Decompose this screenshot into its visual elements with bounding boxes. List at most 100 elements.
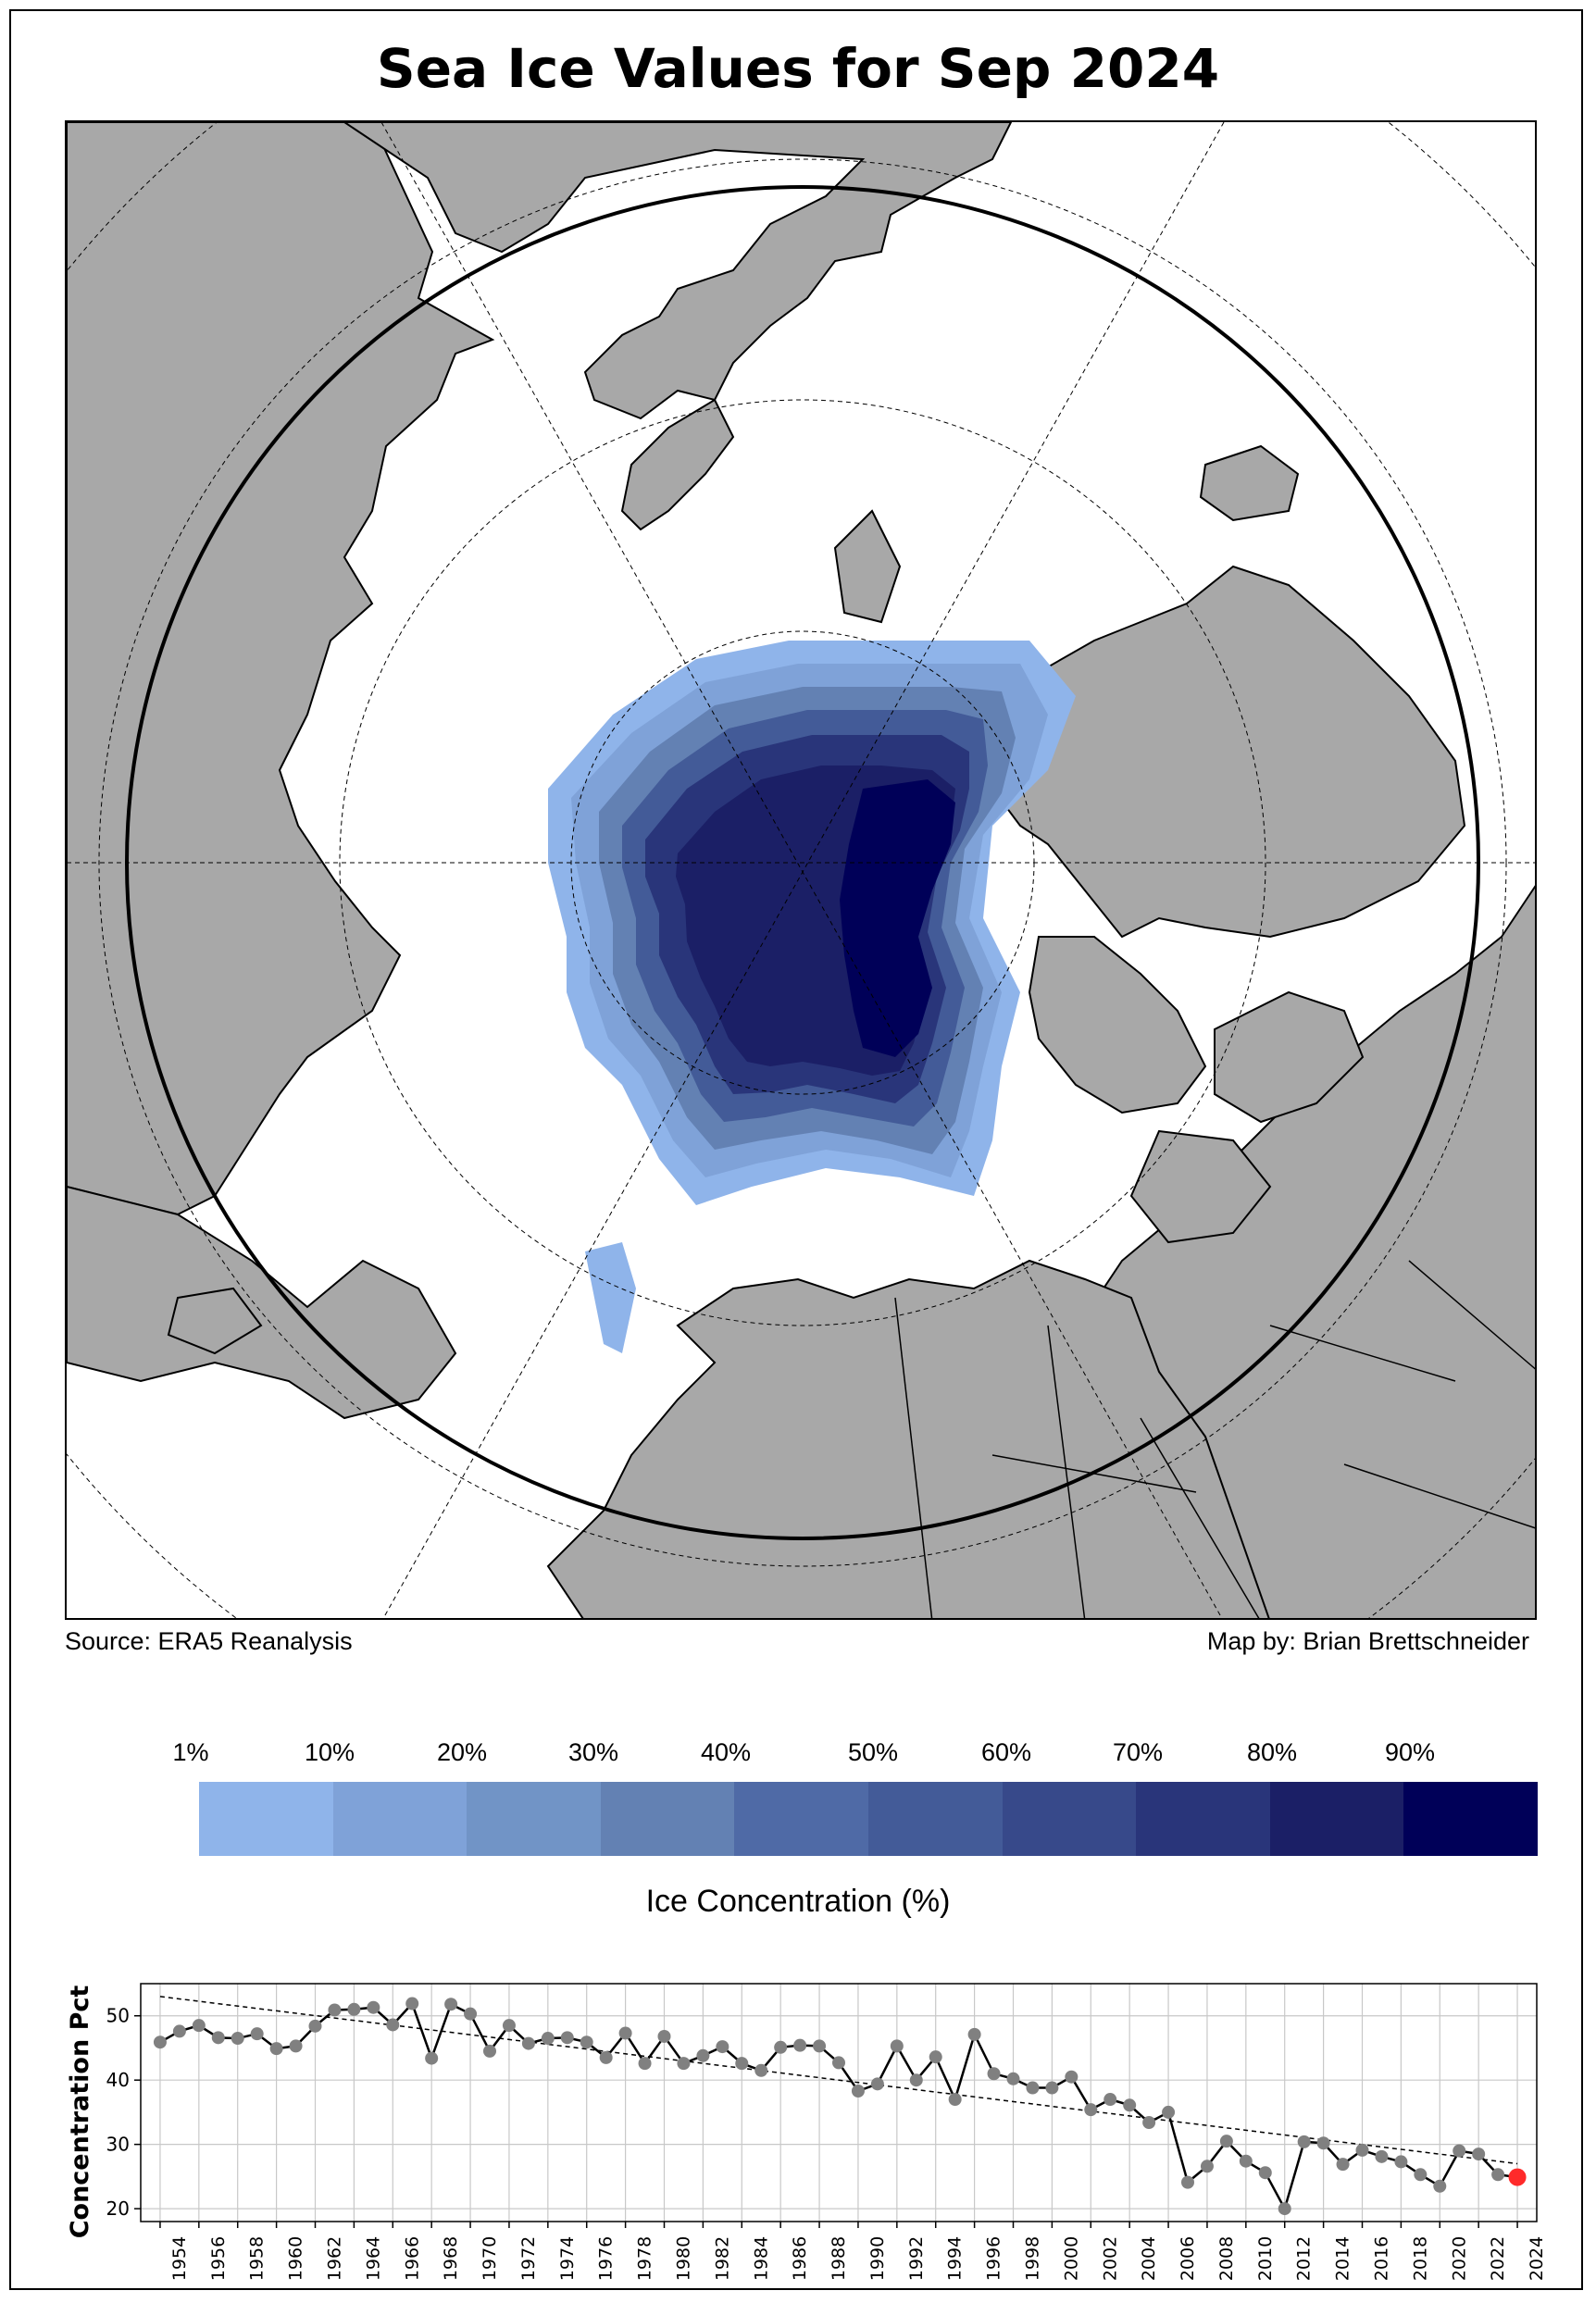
land-chukotka — [67, 1185, 457, 1420]
x-tick-label: 2004 — [1139, 2236, 1159, 2281]
data-point — [1375, 2149, 1389, 2163]
latest-data-point — [1508, 2168, 1527, 2186]
colorbar-tick: 1% — [172, 1738, 209, 1766]
data-point — [464, 2007, 478, 2021]
data-point — [1297, 2135, 1311, 2148]
data-point — [716, 2040, 729, 2054]
x-tick-label: 1960 — [286, 2236, 306, 2281]
x-tick-label: 2014 — [1333, 2236, 1353, 2281]
colorbar-tick: 30% — [567, 1738, 619, 1766]
data-point — [1084, 2103, 1098, 2117]
data-point — [909, 2073, 923, 2087]
x-tick-label: 1964 — [363, 2236, 383, 2281]
data-point — [405, 1997, 419, 2010]
colorbar-cell — [467, 1782, 601, 1856]
data-point — [890, 2039, 904, 2053]
data-point — [929, 2050, 942, 2064]
colorbar-tick: 70% — [1112, 1738, 1164, 1766]
land-siberia — [67, 122, 495, 1216]
data-point — [1258, 2166, 1272, 2180]
data-point — [793, 2038, 807, 2052]
data-point — [1065, 2070, 1079, 2084]
x-tick-label: 2020 — [1449, 2236, 1469, 2281]
colorbar-cell — [867, 1782, 1003, 1856]
land-iceland — [1199, 444, 1300, 522]
x-tick-label: 1972 — [518, 2236, 539, 2281]
data-point — [1453, 2144, 1466, 2158]
data-point — [483, 2044, 496, 2058]
x-tick-label: 2002 — [1100, 2236, 1120, 2281]
x-tick-label: 1980 — [674, 2236, 694, 2281]
x-tick-label: 2006 — [1178, 2236, 1198, 2281]
data-point — [1219, 2135, 1233, 2148]
data-point — [250, 2027, 264, 2041]
land-island-baffin — [1214, 990, 1365, 1124]
y-axis-label: Concentration Pct — [66, 1986, 94, 2239]
data-point — [444, 1998, 458, 2011]
x-tick-label: 1986 — [790, 2236, 810, 2281]
x-tick-label: 1982 — [712, 2236, 732, 2281]
data-point — [1103, 2093, 1117, 2107]
colorbar-label: Ice Concentration (%) — [645, 1884, 951, 1919]
x-tick-label: 1962 — [325, 2236, 345, 2281]
data-point — [1123, 2098, 1137, 2112]
x-tick-label: 2022 — [1488, 2236, 1508, 2281]
data-point — [1336, 2158, 1350, 2172]
land-svalbard — [833, 509, 902, 624]
data-point — [521, 2036, 535, 2050]
data-point — [231, 2032, 244, 2046]
land-novaya-zemlya — [620, 398, 735, 531]
series-line — [159, 2001, 1518, 2212]
data-point — [367, 2000, 380, 2014]
land-scandinavia — [343, 122, 1013, 420]
data-point — [192, 2019, 206, 2033]
x-tick-label: 1984 — [751, 2236, 771, 2281]
data-point — [1433, 2179, 1447, 2193]
data-point — [1045, 2081, 1059, 2095]
x-tick-label: 1990 — [867, 2236, 888, 2281]
y-tick-label: 30 — [106, 2134, 130, 2156]
data-point — [425, 2051, 439, 2065]
data-point — [1278, 2202, 1291, 2216]
land-island-ellesmere — [1129, 1129, 1272, 1244]
source-credit: Source: ERA5 Reanalysis — [65, 1627, 353, 1655]
ice-layer-7 — [840, 779, 955, 1057]
data-point — [1355, 2143, 1369, 2157]
colorbar-tick: 40% — [700, 1738, 752, 1766]
data-point — [1414, 2168, 1428, 2182]
timeseries-svg: 20 30 40 50 1954 1956 1958 1960 1962 1964 1966 1968… — [66, 1983, 1547, 2281]
concentration-timeseries: 20 30 40 50 1954 1956 1958 1960 1962 1964 1966 1968… — [0, 1972, 1596, 2299]
ice-bering — [585, 1242, 636, 1353]
y-tick-label: 20 — [106, 2197, 130, 2220]
data-point — [967, 2027, 981, 2041]
y-tick-label: 50 — [106, 2005, 130, 2027]
data-point — [870, 2077, 884, 2091]
plot-frame — [140, 1983, 1538, 2222]
data-point — [386, 2018, 400, 2032]
colorbar-tick: 50% — [847, 1738, 899, 1766]
data-point — [347, 2002, 361, 2016]
x-tick-label: 1998 — [1023, 2236, 1043, 2281]
x-tick-label: 1976 — [596, 2236, 617, 2281]
data-point — [1162, 2105, 1176, 2119]
figure-frame — [9, 9, 1583, 2290]
data-point — [269, 2042, 283, 2056]
data-point — [813, 2039, 827, 2053]
x-tick-label: 2010 — [1255, 2236, 1276, 2281]
ice-concentration-colorbar — [199, 1782, 1538, 1856]
x-tick-label: 1994 — [945, 2236, 966, 2281]
land-kamchatka — [167, 1287, 263, 1355]
data-point — [774, 2040, 788, 2054]
data-point — [172, 2024, 186, 2038]
map-author-credit: Map by: Brian Brettschneider — [1206, 1627, 1529, 1655]
data-point — [987, 2067, 1001, 2081]
x-tick-label: 1970 — [480, 2236, 500, 2281]
data-point — [1239, 2154, 1253, 2168]
data-point — [851, 2084, 865, 2098]
x-tick-label: 1996 — [984, 2236, 1004, 2281]
x-tick-label: 2000 — [1061, 2236, 1081, 2281]
data-point — [153, 2035, 167, 2049]
data-point — [618, 2026, 632, 2040]
data-point — [657, 2029, 671, 2043]
x-tick-label: 2016 — [1372, 2236, 1392, 2281]
